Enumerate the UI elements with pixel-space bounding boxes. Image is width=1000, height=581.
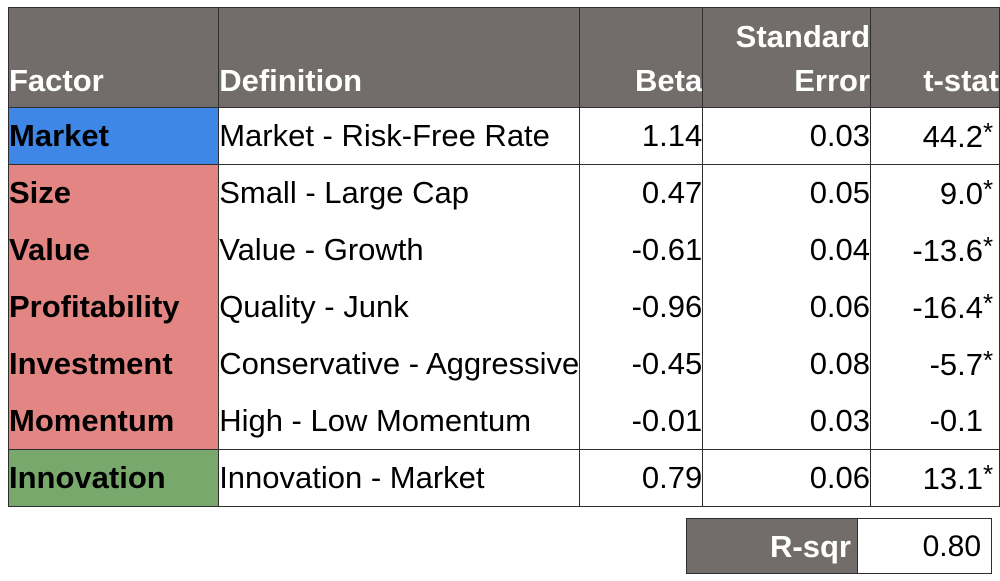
beta-cell: -0.45 — [579, 335, 704, 393]
standard-error-cell: 0.06 — [702, 449, 872, 507]
table-row: Momentum High - Low Momentum -0.01 0.03 … — [7, 392, 1000, 450]
significance-star: * — [983, 459, 994, 489]
factor-profitability: Profitability — [7, 278, 220, 336]
table-row: Size Small - Large Cap 0.47 0.05 9.0* — [7, 164, 1000, 222]
t-stat-value: -13.6 — [912, 233, 983, 268]
table-row: Investment Conservative - Aggressive -0.… — [7, 335, 1000, 393]
factor-size: Size — [7, 164, 220, 222]
standard-error-cell: 0.04 — [702, 221, 872, 279]
standard-error-cell: 0.03 — [702, 392, 872, 450]
r-squared-box: R-sqr 0.80 — [686, 518, 992, 574]
t-stat-cell: -0.1 — [870, 392, 1000, 450]
definition-cell: Quality - Junk — [218, 278, 581, 336]
header-definition: Definition — [218, 7, 581, 108]
beta-cell: 0.47 — [579, 164, 704, 222]
t-stat-value: 44.2 — [922, 119, 983, 154]
header-standard-error: Standard Error — [702, 7, 872, 108]
factor-innovation: Innovation — [7, 449, 220, 507]
significance-star: * — [983, 117, 994, 147]
factor-investment: Investment — [7, 335, 220, 393]
header-standard-error-line1: Standard — [735, 19, 871, 54]
definition-cell: Market - Risk-Free Rate — [218, 107, 581, 165]
definition-cell: Innovation - Market — [218, 449, 581, 507]
t-stat-cell: -5.7* — [870, 335, 1000, 393]
table-row: Value Value - Growth -0.61 0.04 -13.6* — [7, 221, 1000, 279]
factor-regression-table: Factor Definition Beta Standard Error t-… — [7, 7, 1000, 507]
beta-cell: -0.96 — [579, 278, 704, 336]
beta-cell: -0.61 — [579, 221, 704, 279]
beta-cell: 0.79 — [579, 449, 704, 507]
header-beta: Beta — [579, 7, 704, 108]
t-stat-cell: -16.4* — [870, 278, 1000, 336]
t-stat-value: -5.7 — [929, 347, 983, 382]
r-squared-label: R-sqr — [687, 519, 858, 573]
significance-star: * — [983, 345, 994, 375]
significance-star: * — [983, 231, 994, 261]
standard-error-cell: 0.06 — [702, 278, 872, 336]
factor-market: Market — [7, 107, 220, 165]
beta-cell: 1.14 — [579, 107, 704, 165]
table-row: Market Market - Risk-Free Rate 1.14 0.03… — [7, 107, 1000, 165]
header-standard-error-line2: Error — [794, 63, 871, 98]
t-stat-value: -16.4 — [912, 290, 983, 325]
factor-momentum: Momentum — [7, 392, 220, 450]
table-row: Profitability Quality - Junk -0.96 0.06 … — [7, 278, 1000, 336]
t-stat-cell: 9.0* — [870, 164, 1000, 222]
definition-cell: Small - Large Cap — [218, 164, 581, 222]
significance-star: * — [983, 288, 994, 318]
header-row: Factor Definition Beta Standard Error t-… — [7, 7, 1000, 108]
definition-cell: High - Low Momentum — [218, 392, 581, 450]
r-squared-value: 0.80 — [922, 530, 981, 563]
t-stat-cell: 44.2* — [870, 107, 1000, 165]
significance-star: * — [983, 174, 994, 205]
t-stat-cell: 13.1* — [870, 449, 1000, 507]
header-t-stat: t-stat — [870, 7, 1000, 108]
standard-error-cell: 0.03 — [702, 107, 872, 165]
standard-error-cell: 0.05 — [702, 164, 872, 222]
t-stat-value: 9.0 — [939, 176, 983, 212]
t-stat-cell: -13.6* — [870, 221, 1000, 279]
standard-error-cell: 0.08 — [702, 335, 872, 393]
definition-cell: Value - Growth — [218, 221, 581, 279]
beta-cell: -0.01 — [579, 392, 704, 450]
definition-cell: Conservative - Aggressive — [218, 335, 581, 393]
t-stat-value: -0.1 — [929, 402, 983, 438]
t-stat-value: 13.1 — [922, 461, 983, 496]
factor-value: Value — [7, 221, 220, 279]
header-factor: Factor — [7, 7, 220, 108]
table-row: Innovation Innovation - Market 0.79 0.06… — [7, 449, 1000, 507]
